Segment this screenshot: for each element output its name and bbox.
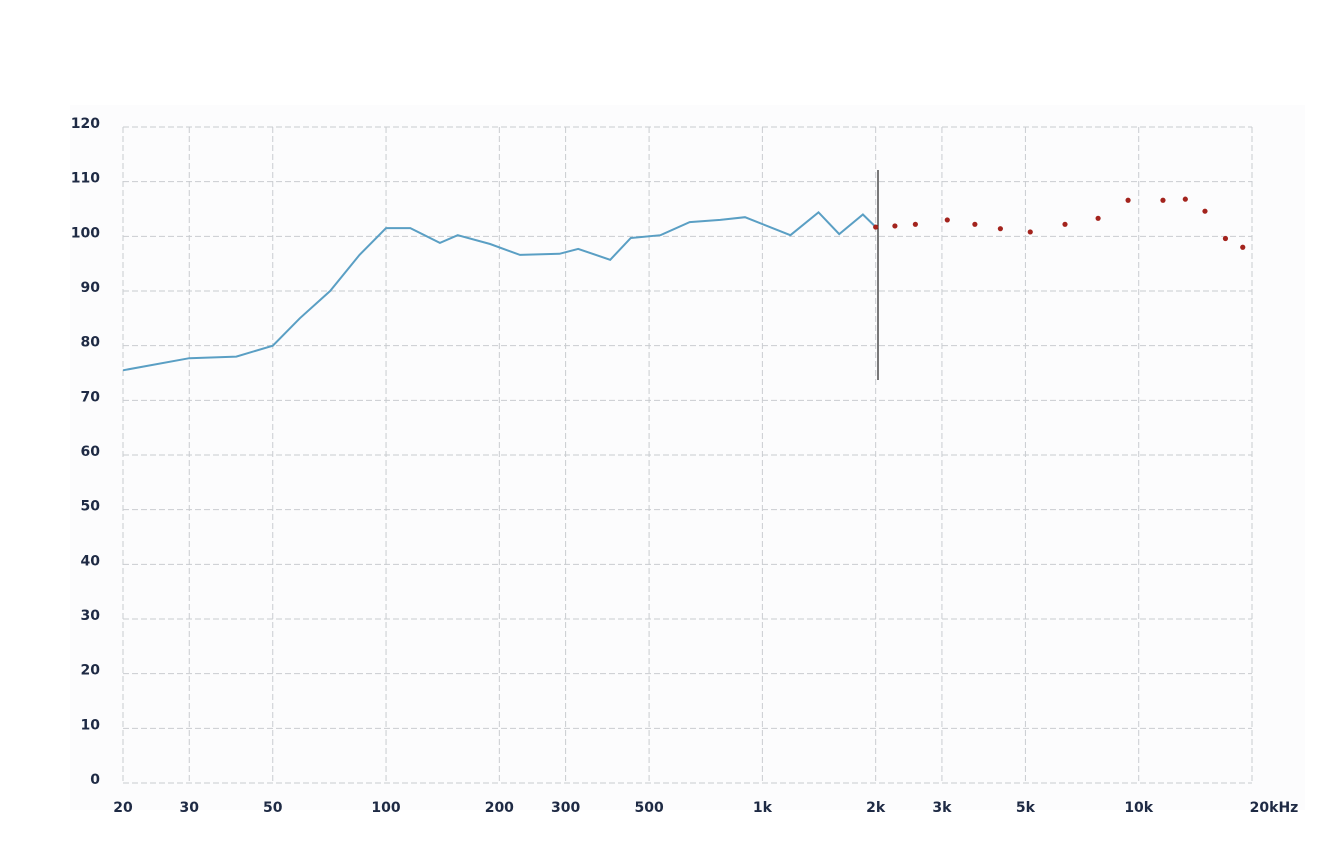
x-tick-label: 50	[263, 800, 283, 816]
data-point	[892, 223, 898, 229]
data-point	[1202, 208, 1208, 214]
x-tick-label: 5k	[1016, 800, 1036, 816]
x-tick-label: 20kHz	[1250, 800, 1299, 816]
data-point	[1160, 197, 1166, 203]
data-point	[912, 221, 918, 227]
x-tick-label: 500	[634, 800, 663, 816]
data-point	[1095, 215, 1101, 221]
data-point	[1062, 221, 1068, 227]
data-point	[972, 221, 978, 227]
data-point	[1027, 229, 1033, 235]
x-tick-label: 30	[180, 800, 200, 816]
plot-background	[70, 105, 1305, 810]
y-tick-label: 120	[71, 116, 100, 132]
data-point	[1240, 244, 1246, 250]
y-tick-label: 70	[81, 389, 101, 405]
x-tick-label: 2k	[866, 800, 886, 816]
y-tick-label: 10	[81, 717, 101, 733]
data-point	[997, 226, 1003, 232]
data-point	[1125, 197, 1131, 203]
data-point	[944, 217, 950, 223]
data-point	[873, 224, 879, 230]
y-tick-label: 50	[81, 499, 101, 515]
x-tick-label: 300	[551, 800, 580, 816]
y-tick-label: 30	[81, 608, 101, 624]
x-tick-label: 200	[485, 800, 514, 816]
x-tick-label: 100	[371, 800, 400, 816]
x-tick-label: 20	[113, 800, 133, 816]
y-tick-label: 60	[81, 444, 101, 460]
y-tick-label: 0	[90, 772, 100, 788]
data-point	[1222, 235, 1229, 242]
y-tick-label: 20	[81, 663, 101, 679]
y-tick-label: 90	[81, 280, 101, 296]
data-point	[1182, 196, 1188, 202]
x-tick-label: 3k	[932, 800, 952, 816]
x-tick-label: 1k	[753, 800, 773, 816]
x-tick-label: 10k	[1124, 800, 1153, 816]
y-tick-label: 80	[81, 335, 101, 351]
series-line	[122, 210, 877, 372]
y-tick-label: 40	[81, 553, 101, 569]
y-tick-label: 110	[71, 171, 100, 187]
y-tick-label: 100	[71, 225, 100, 241]
